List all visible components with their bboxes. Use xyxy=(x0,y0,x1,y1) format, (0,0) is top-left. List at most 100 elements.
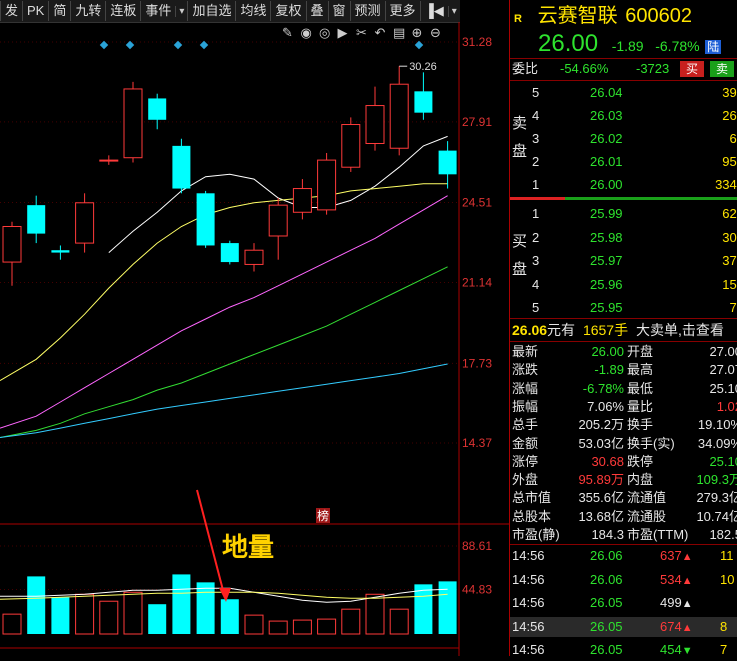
event-marker[interactable] xyxy=(199,40,209,50)
toolbar-item-3[interactable]: 九转 xyxy=(70,1,105,21)
bid-row-5[interactable]: 5 25.95 72 xyxy=(510,298,737,318)
bid-vol: 309 xyxy=(722,229,737,245)
toolbar-item-4[interactable]: 连板 xyxy=(105,1,140,21)
toolbar-item-9[interactable]: 复权 xyxy=(270,1,305,21)
event-marker[interactable] xyxy=(99,40,109,50)
candle-body xyxy=(244,249,264,265)
down-arrow-icon: ▼ xyxy=(681,645,693,657)
toolbar-item-8[interactable]: 均线 xyxy=(235,1,270,21)
ask-row-1[interactable]: 1 26.00 3340 xyxy=(510,175,737,195)
volume-bar[interactable] xyxy=(244,614,264,635)
candle[interactable] xyxy=(341,117,361,172)
trade-row[interactable]: 14:56 26.06 637▲ 11 xyxy=(510,546,737,566)
volume-bar[interactable] xyxy=(172,574,191,634)
scissors-icon[interactable]: ✂ xyxy=(356,26,367,41)
bid-price: 25.96 xyxy=(590,276,623,292)
candle[interactable] xyxy=(244,243,264,272)
annotation-arrow-line xyxy=(196,489,226,599)
stat-label: 最新 xyxy=(512,344,539,359)
candle[interactable] xyxy=(99,155,119,165)
toolbar-item-11[interactable]: 窗 xyxy=(327,1,350,21)
candle[interactable] xyxy=(196,190,215,248)
price-tick-label: 21.14 xyxy=(462,275,492,289)
volume-bar[interactable] xyxy=(268,620,288,635)
event-marker[interactable] xyxy=(414,40,424,50)
bid-row-1[interactable]: 1 25.99 628 xyxy=(510,204,737,224)
trade-row[interactable]: 14:56 26.05 454▼ 7 xyxy=(510,640,737,660)
toolbar-item-0[interactable]: 发 xyxy=(0,1,22,21)
candle[interactable] xyxy=(292,179,312,220)
ask-row-4[interactable]: 4 26.03 260 xyxy=(510,106,737,126)
toolbar-item-2[interactable]: 简 xyxy=(48,1,70,21)
bid-row-4[interactable]: 4 25.96 157 xyxy=(510,275,737,295)
volume-bar[interactable] xyxy=(341,608,361,635)
volume-bar[interactable] xyxy=(317,618,337,635)
volume-bar[interactable] xyxy=(99,600,119,635)
candle[interactable] xyxy=(51,245,70,260)
ask-row-2[interactable]: 2 26.01 950 xyxy=(510,152,737,172)
candle[interactable] xyxy=(27,195,46,244)
trade-row[interactable]: 14:56 26.06 534▲ 10 xyxy=(510,570,737,590)
pen-icon[interactable]: ✎ xyxy=(282,26,293,41)
volume-bar[interactable] xyxy=(2,613,22,635)
candle[interactable] xyxy=(123,81,143,163)
candle[interactable] xyxy=(2,221,22,286)
candle[interactable] xyxy=(148,93,167,130)
bid-row-3[interactable]: 3 25.97 378 xyxy=(510,251,737,271)
price-tick-label: 17.73 xyxy=(462,356,492,370)
sell-button[interactable]: 卖 xyxy=(710,61,735,77)
stat-row-9: 总股本 13.68亿 流通股 10.74亿 xyxy=(510,508,737,526)
candle[interactable] xyxy=(220,240,239,265)
bid-row-2[interactable]: 2 25.98 309 xyxy=(510,228,737,248)
volume-bar[interactable] xyxy=(196,582,215,634)
toolbar-item-5[interactable]: 事件 xyxy=(140,1,175,21)
ticker-row[interactable]: 26.06元有 1657手 大卖单,击查看 xyxy=(510,320,737,340)
ask-row-3[interactable]: 3 26.02 60 xyxy=(510,129,737,149)
toolbar-item-10[interactable]: 叠 xyxy=(305,1,328,21)
volume-bar[interactable] xyxy=(51,597,70,634)
volume-bar[interactable] xyxy=(27,576,46,634)
save-icon[interactable]: ▤ xyxy=(393,26,405,41)
volume-bar[interactable] xyxy=(75,593,95,635)
candle[interactable] xyxy=(75,193,95,253)
volume-bar[interactable] xyxy=(414,584,433,634)
event-marker[interactable] xyxy=(173,40,183,50)
trade-row[interactable]: 14:56 26.05 674▲ 8 xyxy=(510,616,737,637)
candle[interactable] xyxy=(438,141,457,189)
eye-icon[interactable]: ◉ xyxy=(301,26,312,41)
volume-bar[interactable] xyxy=(365,593,385,635)
zoom-out-icon[interactable]: ⊖ xyxy=(430,26,441,41)
zoom-in-icon[interactable]: ⊕ xyxy=(412,26,423,41)
volume-bar[interactable] xyxy=(292,619,312,635)
candle[interactable] xyxy=(414,72,433,120)
rank-badge[interactable] xyxy=(316,508,330,523)
volume-bar[interactable] xyxy=(389,608,409,635)
toolbar-item-6[interactable]: ▾ xyxy=(175,5,187,17)
play-icon[interactable]: ▶ xyxy=(338,26,348,41)
volume-bar[interactable] xyxy=(123,591,143,635)
toolbar-item-12[interactable]: 预测 xyxy=(349,1,385,21)
ask-row-5[interactable]: 5 26.04 399 xyxy=(510,83,737,103)
buy-button[interactable]: 买 xyxy=(680,61,705,77)
event-marker[interactable] xyxy=(125,40,135,50)
candle[interactable] xyxy=(317,152,337,215)
volume-bar[interactable] xyxy=(148,604,167,634)
toolbar-item-13[interactable]: 更多 xyxy=(384,1,420,21)
candle[interactable] xyxy=(268,198,288,260)
candle[interactable] xyxy=(365,86,385,151)
toolbar-item-7[interactable]: 加自选 xyxy=(187,1,235,21)
candle[interactable] xyxy=(389,66,409,156)
stat-value: 13.68亿 xyxy=(578,508,624,524)
toolbar-item-15[interactable]: ▾ xyxy=(447,5,460,17)
toolbar-item-14[interactable]: ▐◀ xyxy=(419,1,448,21)
undo-icon[interactable]: ↶ xyxy=(375,26,386,41)
candle[interactable] xyxy=(172,138,191,194)
kline-chart[interactable]: ✎ ◉ ◎ ▶ ✂ ↶ ▤ ⊕ ⊖ 31.28 27.91 24.51 21.14 17.73 14.37… xyxy=(0,22,509,656)
volume-bar[interactable] xyxy=(220,599,239,634)
toolbar-item-1[interactable]: PK xyxy=(22,1,48,21)
target-icon[interactable]: ◎ xyxy=(319,26,330,41)
trade-row[interactable]: 14:56 26.05 499▲ xyxy=(510,593,737,613)
price-change-pct: -6.78% xyxy=(655,38,700,54)
